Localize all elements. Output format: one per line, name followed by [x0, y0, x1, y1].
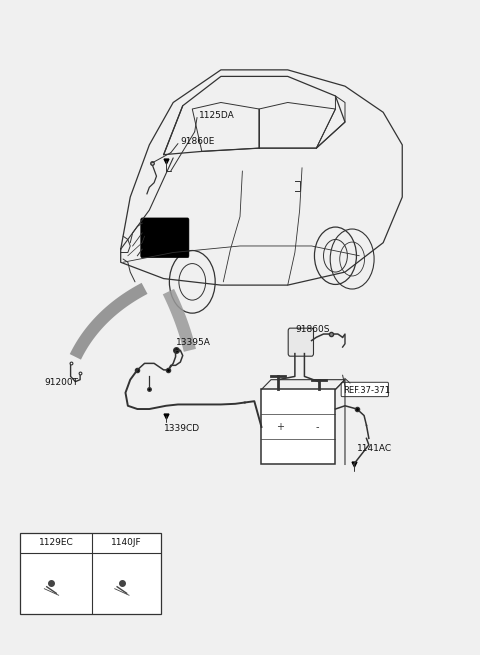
Bar	[21, 533, 161, 614]
Text: -: -	[315, 422, 319, 432]
FancyBboxPatch shape	[288, 328, 313, 356]
Text: 1141AC: 1141AC	[357, 443, 392, 453]
Text: 13395A: 13395A	[176, 338, 210, 347]
Bar	[262, 390, 336, 464]
Text: +: +	[276, 422, 284, 432]
Text: 91860E: 91860E	[180, 137, 215, 146]
Text: 1339CD: 1339CD	[164, 424, 200, 433]
Text: 1140JF: 1140JF	[111, 538, 142, 547]
Text: 1129EC: 1129EC	[39, 538, 73, 547]
FancyBboxPatch shape	[141, 218, 189, 257]
Text: 91860S: 91860S	[295, 325, 329, 334]
Text: 91200T: 91200T	[44, 379, 78, 388]
FancyBboxPatch shape	[341, 383, 388, 397]
Text: REF.37-371: REF.37-371	[343, 386, 390, 394]
Text: 1125DA: 1125DA	[199, 111, 235, 120]
